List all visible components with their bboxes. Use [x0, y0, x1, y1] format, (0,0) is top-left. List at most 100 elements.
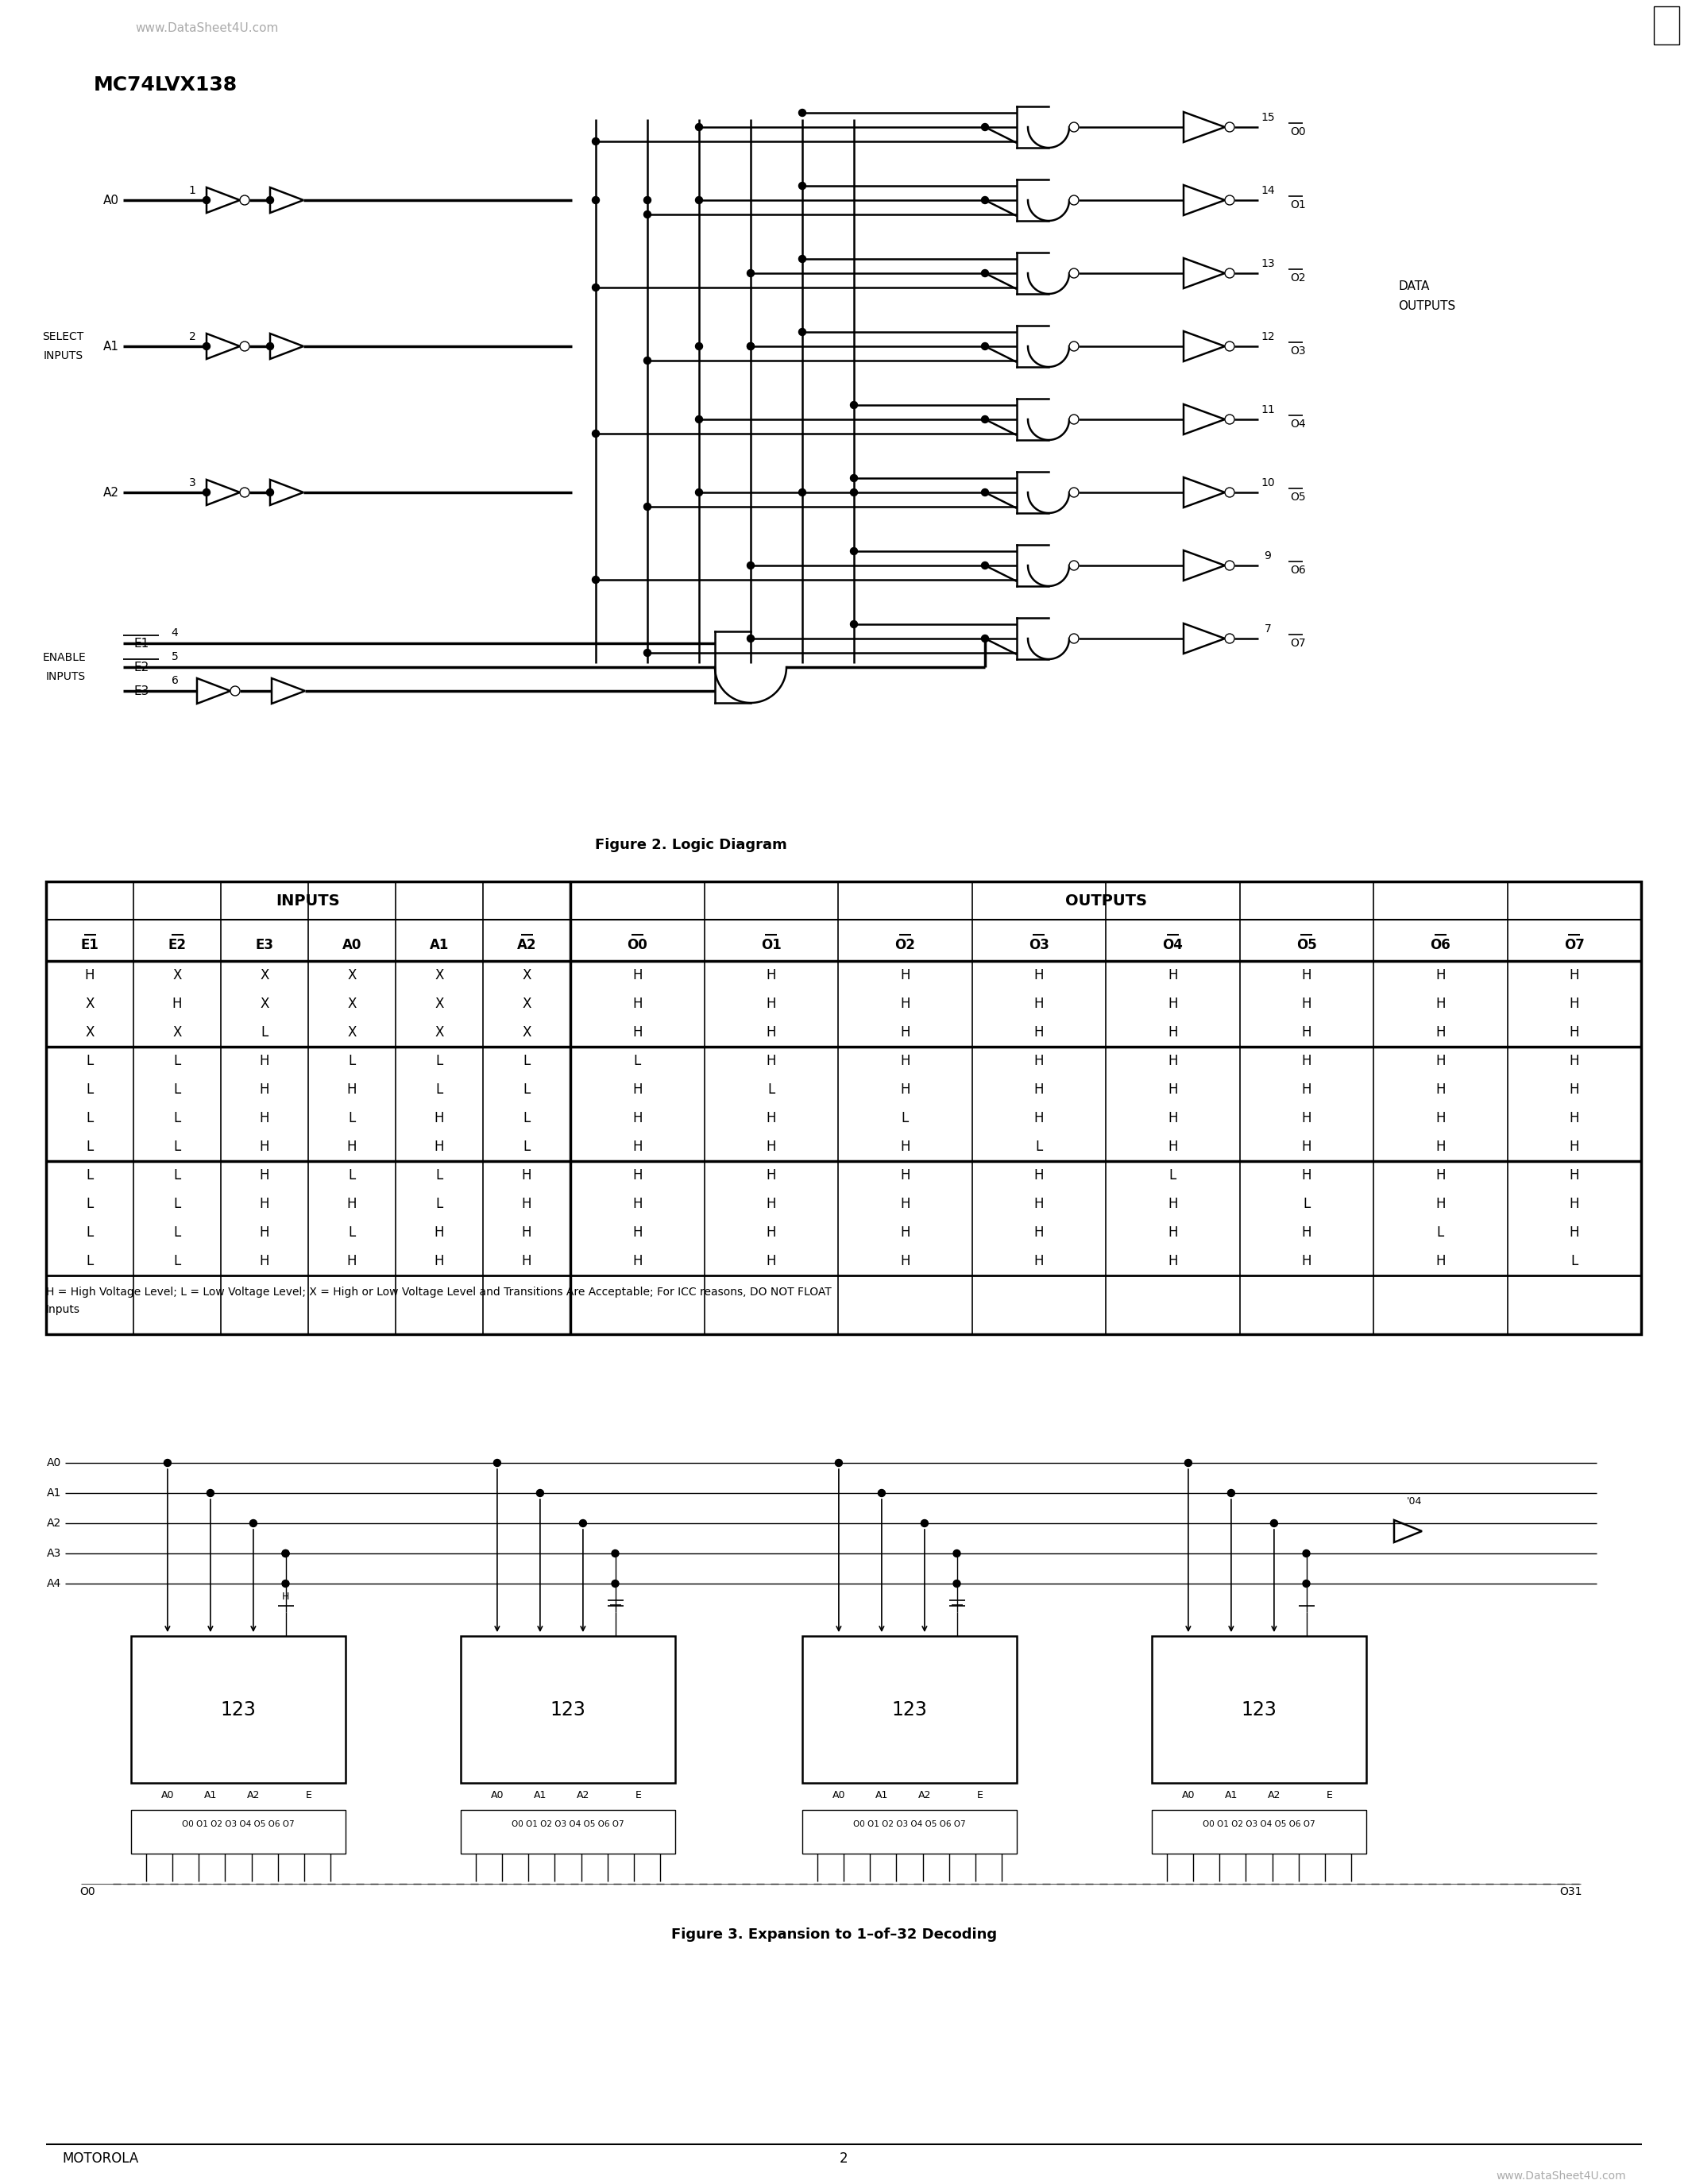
- Text: L: L: [86, 1168, 93, 1182]
- Text: 1: 1: [189, 186, 196, 197]
- Text: 6: 6: [170, 675, 179, 686]
- Text: H: H: [434, 1254, 444, 1269]
- Circle shape: [981, 489, 989, 496]
- Text: H: H: [1168, 1254, 1178, 1269]
- Text: H: H: [1168, 1024, 1178, 1040]
- Circle shape: [798, 181, 805, 190]
- Text: X: X: [348, 968, 356, 983]
- Text: H: H: [1168, 996, 1178, 1011]
- Text: H: H: [900, 1254, 910, 1269]
- Circle shape: [1227, 1489, 1234, 1496]
- Text: OUTPUTS: OUTPUTS: [1065, 893, 1146, 909]
- Text: H: H: [260, 1254, 270, 1269]
- Text: O0 O1 O2 O3 O4 O5 O6 O7: O0 O1 O2 O3 O4 O5 O6 O7: [511, 1819, 625, 1828]
- Text: L: L: [1170, 1168, 1177, 1182]
- Circle shape: [851, 489, 858, 496]
- Circle shape: [250, 1520, 257, 1527]
- Text: H: H: [900, 1197, 910, 1212]
- Circle shape: [1271, 1520, 1278, 1527]
- Circle shape: [230, 686, 240, 697]
- Text: H: H: [766, 1254, 776, 1269]
- Text: H: H: [1301, 1055, 1312, 1068]
- Circle shape: [240, 341, 250, 352]
- Text: H: H: [1168, 1197, 1178, 1212]
- Circle shape: [695, 124, 702, 131]
- Text: H: H: [1570, 1140, 1580, 1153]
- Circle shape: [282, 1579, 289, 1588]
- Text: Figure 3. Expansion to 1–of–32 Decoding: Figure 3. Expansion to 1–of–32 Decoding: [672, 1928, 998, 1942]
- Text: H: H: [1435, 1168, 1445, 1182]
- Circle shape: [1225, 561, 1234, 570]
- Text: A2: A2: [517, 937, 537, 952]
- Text: O0: O0: [626, 937, 648, 952]
- Text: A0: A0: [832, 1791, 846, 1802]
- Text: A0: A0: [160, 1791, 174, 1802]
- Text: H: H: [1033, 968, 1043, 983]
- Circle shape: [748, 269, 755, 277]
- Text: L: L: [1570, 1254, 1578, 1269]
- Text: E: E: [636, 1791, 641, 1802]
- Text: L: L: [348, 1112, 356, 1125]
- Text: H: H: [766, 996, 776, 1011]
- Text: A1: A1: [1225, 1791, 1237, 1802]
- Text: H: H: [766, 1140, 776, 1153]
- Text: 14: 14: [1261, 186, 1274, 197]
- Bar: [1151, 1636, 1366, 1782]
- Text: L: L: [1436, 1225, 1443, 1241]
- Text: H: H: [1168, 968, 1178, 983]
- Circle shape: [748, 343, 755, 349]
- Text: A1: A1: [533, 1791, 547, 1802]
- Bar: [1151, 1811, 1366, 1854]
- Text: www.DataSheet4U.com: www.DataSheet4U.com: [1496, 2171, 1626, 2182]
- Text: X: X: [348, 1024, 356, 1040]
- Text: 123: 123: [550, 1699, 586, 1719]
- Text: H: H: [1570, 1024, 1580, 1040]
- Circle shape: [1069, 633, 1079, 644]
- Text: O3: O3: [1290, 345, 1305, 356]
- Text: H: H: [1301, 1225, 1312, 1241]
- Text: H: H: [633, 996, 641, 1011]
- Text: H: H: [1033, 1112, 1043, 1125]
- Circle shape: [1225, 341, 1234, 352]
- Text: H: H: [766, 1112, 776, 1125]
- Text: H: H: [633, 1112, 641, 1125]
- Bar: [132, 1636, 346, 1782]
- Text: X: X: [436, 996, 444, 1011]
- Text: O6: O6: [1290, 566, 1307, 577]
- Text: H: H: [766, 1197, 776, 1212]
- Bar: [461, 1636, 675, 1782]
- Text: L: L: [523, 1112, 530, 1125]
- Circle shape: [1225, 633, 1234, 644]
- Text: H: H: [282, 1592, 289, 1601]
- Text: X: X: [172, 1024, 182, 1040]
- Text: H: H: [1435, 1024, 1445, 1040]
- Text: H: H: [84, 968, 95, 983]
- Text: A0: A0: [1182, 1791, 1195, 1802]
- Circle shape: [611, 1551, 619, 1557]
- Circle shape: [1185, 1459, 1192, 1465]
- Text: A1: A1: [47, 1487, 61, 1498]
- Text: H: H: [633, 968, 641, 983]
- Text: A2: A2: [246, 1791, 260, 1802]
- Text: L: L: [174, 1140, 181, 1153]
- Text: L: L: [436, 1168, 442, 1182]
- Text: X: X: [84, 996, 95, 1011]
- Circle shape: [1069, 487, 1079, 498]
- Text: E2: E2: [133, 662, 149, 673]
- Circle shape: [493, 1459, 501, 1465]
- Bar: [1654, 7, 1680, 44]
- Text: H: H: [1033, 1055, 1043, 1068]
- Text: X: X: [260, 996, 268, 1011]
- Text: H: H: [633, 1197, 641, 1212]
- Text: A0: A0: [343, 937, 361, 952]
- Circle shape: [282, 1551, 289, 1557]
- Text: L: L: [523, 1083, 530, 1096]
- Text: SELECT: SELECT: [42, 332, 83, 343]
- Circle shape: [981, 124, 989, 131]
- Text: OUTPUTS: OUTPUTS: [1398, 299, 1455, 312]
- Text: H: H: [1435, 1112, 1445, 1125]
- Text: H: H: [1301, 996, 1312, 1011]
- Circle shape: [1069, 122, 1079, 131]
- Circle shape: [592, 138, 599, 144]
- Bar: [132, 1811, 346, 1854]
